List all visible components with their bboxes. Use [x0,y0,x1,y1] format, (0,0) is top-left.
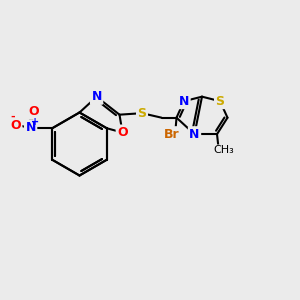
Text: +: + [31,117,39,127]
Text: S: S [215,95,224,108]
Text: CH₃: CH₃ [214,145,234,155]
Text: N: N [189,128,200,141]
Text: N: N [92,90,102,103]
Text: -: - [10,111,15,121]
Text: N: N [179,95,189,108]
Text: S: S [137,107,146,120]
Text: O: O [10,119,21,132]
Text: Br: Br [164,128,180,141]
Text: N: N [26,121,36,134]
Text: O: O [28,105,39,118]
Text: O: O [117,126,128,139]
